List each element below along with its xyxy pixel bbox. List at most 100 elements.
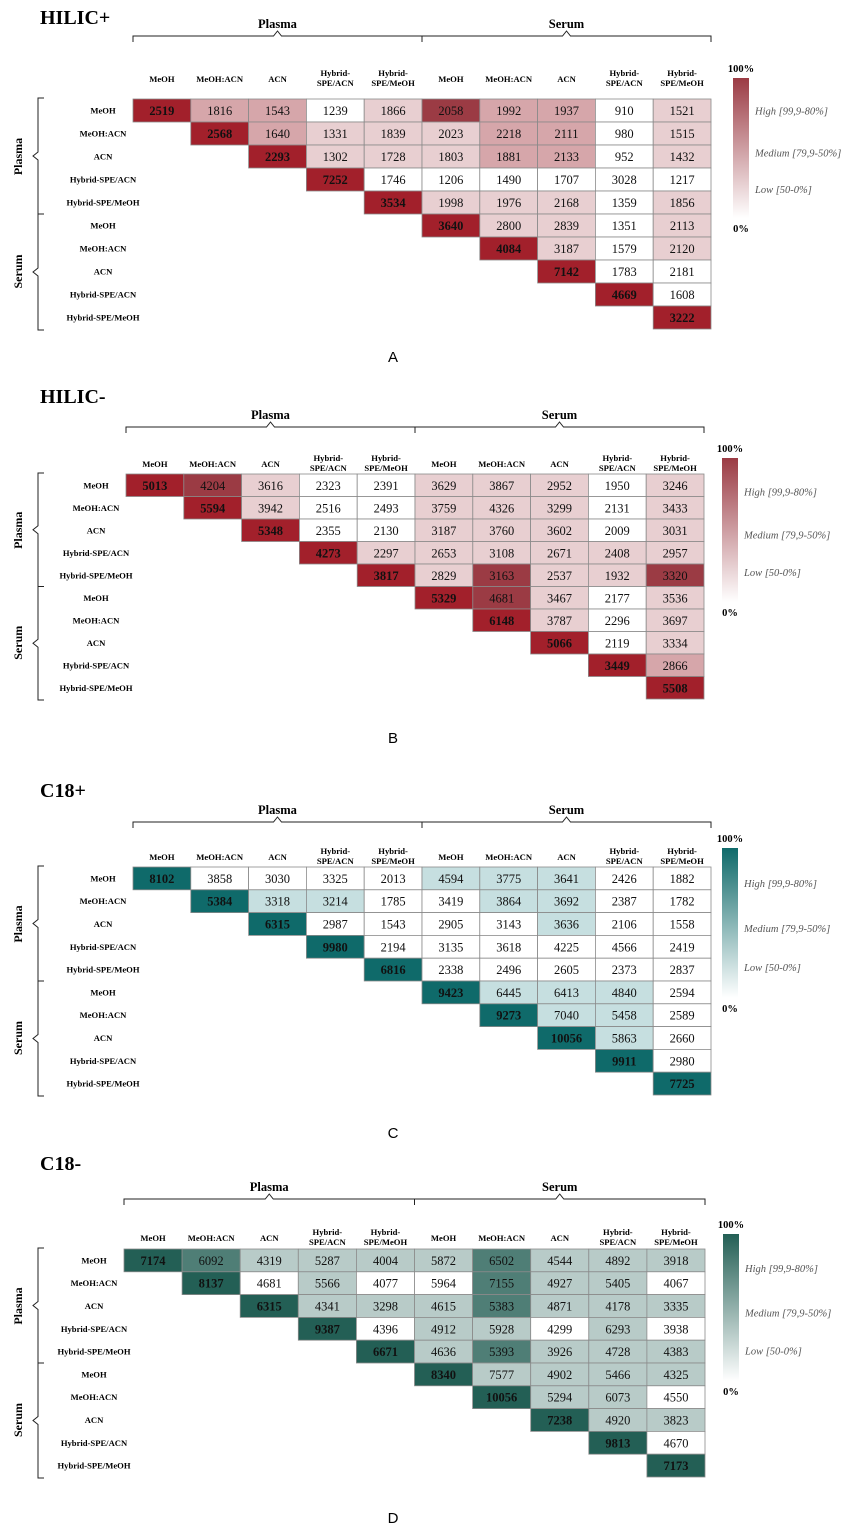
column-label: SPE/ACN (309, 1237, 347, 1247)
cell-value: 4840 (612, 986, 637, 1000)
cell-value: 2131 (605, 501, 630, 515)
cell-value: 4067 (663, 1277, 688, 1291)
group-label-plasma: Plasma (250, 1180, 290, 1194)
legend-high-label: High [99,9-80%] (744, 1264, 818, 1275)
row-label: Hybrid-SPE/ACN (70, 175, 137, 185)
cell-value: 4299 (547, 1322, 572, 1336)
side-label-plasma: Plasma (11, 138, 25, 175)
legend-colorbar (722, 848, 738, 998)
brace-serum (421, 816, 712, 828)
cell-value: 3640 (438, 219, 463, 233)
row-label: ACN (85, 1415, 104, 1425)
cell-value: 5287 (315, 1254, 340, 1268)
cell-value: 2013 (381, 872, 406, 886)
cell-value: 2980 (670, 1054, 695, 1068)
brace-plasma (125, 421, 416, 433)
cell-value: 1359 (612, 196, 637, 210)
legend-high-label: High [99,9-80%] (743, 879, 817, 890)
heatmap-cell (652, 1071, 712, 1096)
cell-value: 952 (615, 150, 634, 164)
cell-value: 7173 (663, 1459, 688, 1473)
column-label: Hybrid- (371, 1227, 401, 1237)
cell-value: 4927 (547, 1277, 572, 1291)
cell-value: 4892 (605, 1254, 630, 1268)
cell-value: 5466 (605, 1368, 630, 1382)
cell-value: 5384 (207, 895, 233, 909)
cell-value: 9911 (612, 1054, 636, 1068)
row-label: Hybrid-SPE/ACN (70, 1056, 137, 1066)
cell-value: 1785 (381, 895, 406, 909)
row-label: Hybrid-SPE/MeOH (66, 198, 139, 208)
cell-value: 4912 (431, 1322, 456, 1336)
legend-top-label: 100% (717, 834, 743, 845)
cell-value: 3787 (547, 614, 572, 628)
side-label-serum: Serum (11, 1021, 25, 1055)
row-label: Hybrid-SPE/ACN (70, 290, 137, 300)
chart-title: C18- (40, 1153, 81, 1175)
brace-side-serum (32, 213, 44, 331)
cell-value: 1707 (554, 173, 579, 187)
cell-value: 7142 (554, 265, 579, 279)
cell-value: 1932 (605, 569, 630, 583)
cell-value: 3775 (496, 872, 521, 886)
cell-value: 7174 (141, 1254, 167, 1268)
brace-side-serum (32, 1362, 44, 1479)
cell-value: 1640 (265, 127, 290, 141)
cell-value: 1782 (670, 895, 695, 909)
column-label: MeOH:ACN (196, 74, 244, 84)
cell-value: 6445 (496, 986, 521, 1000)
column-label: Hybrid- (371, 453, 401, 463)
cell-value: 2181 (670, 265, 695, 279)
cell-value: 4594 (438, 872, 464, 886)
cell-value: 3030 (265, 872, 290, 886)
cell-value: 7040 (554, 1009, 579, 1023)
cell-value: 6293 (605, 1322, 630, 1336)
row-label: Hybrid-SPE/MeOH (66, 965, 139, 975)
brace-side-plasma (32, 97, 44, 215)
legend-colorbar (722, 458, 738, 602)
cell-value: 9980 (323, 940, 348, 954)
cell-value: 4077 (373, 1277, 398, 1291)
cell-value: 3823 (663, 1414, 688, 1428)
row-label: ACN (85, 1301, 104, 1311)
legend-low-label: Low [50-0%] (744, 1347, 802, 1358)
cell-value: 3419 (438, 895, 463, 909)
cell-value: 2516 (316, 501, 341, 515)
cell-value: 9813 (605, 1436, 630, 1450)
row-label: Hybrid-SPE/MeOH (57, 1461, 130, 1471)
column-label: SPE/ACN (606, 78, 644, 88)
cell-value: 2387 (612, 895, 637, 909)
cell-value: 1608 (670, 288, 695, 302)
group-label-plasma: Plasma (258, 803, 298, 817)
row-label: Hybrid-SPE/MeOH (59, 570, 132, 580)
column-label: ACN (260, 1233, 279, 1243)
row-label: MeOH:ACN (80, 1010, 128, 1020)
cell-value: 910 (615, 104, 634, 118)
column-label: SPE/MeOH (371, 78, 415, 88)
column-label: MeOH:ACN (478, 459, 526, 469)
cell-value: 2106 (612, 918, 637, 932)
brace-serum (414, 1193, 706, 1205)
cell-value: 1432 (670, 150, 695, 164)
column-label: Hybrid- (667, 68, 697, 78)
cell-value: 3636 (554, 918, 579, 932)
column-label: SPE/ACN (317, 856, 355, 866)
heatmap-panel-b: HILIC- Plasma Serum MeOH MeOH:ACN ACN Hybrid- S… (0, 380, 850, 760)
cell-value: 2800 (496, 219, 521, 233)
row-label: MeOH:ACN (80, 244, 128, 254)
row-label: Hybrid-SPE/MeOH (59, 683, 132, 693)
cell-value: 2133 (554, 150, 579, 164)
cell-value: 3697 (663, 614, 688, 628)
cell-value: 3534 (381, 196, 407, 210)
cell-value: 2323 (316, 479, 341, 493)
cell-value: 5872 (431, 1254, 456, 1268)
column-label: Hybrid- (320, 846, 350, 856)
cell-value: 4728 (605, 1345, 630, 1359)
cell-value: 2120 (670, 242, 695, 256)
cell-value: 9273 (496, 1009, 521, 1023)
heatmap-panel-d: C18- Plasma Serum MeOH MeOH:ACN ACN Hybrid- SPE… (0, 1143, 850, 1527)
